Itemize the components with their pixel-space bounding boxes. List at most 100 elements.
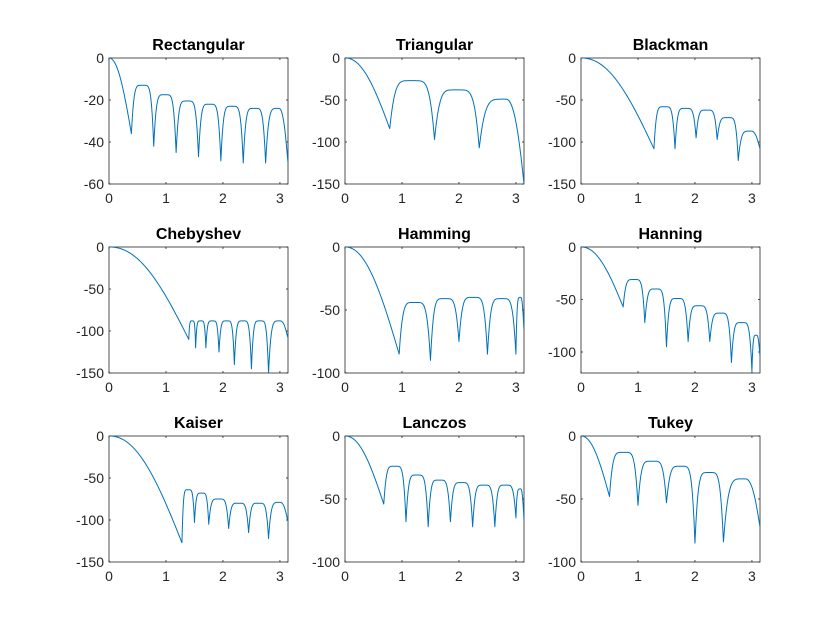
series-line-kaiser	[109, 436, 288, 544]
axes-box-blackman	[580, 57, 761, 185]
x-tick-label: 2	[219, 568, 227, 584]
x-tick-label: 0	[577, 190, 585, 206]
y-tick-label: 0	[96, 50, 104, 66]
x-tick-label: 1	[162, 190, 170, 206]
chart-title-blackman: Blackman	[633, 37, 709, 54]
y-tick-label: -100	[548, 344, 576, 360]
chart-title-rectangular: Rectangular	[152, 37, 244, 54]
y-tick-label: -100	[548, 554, 576, 570]
y-tick-label: -50	[556, 92, 576, 108]
y-tick-label: -60	[84, 176, 104, 192]
x-tick-label: 3	[512, 379, 520, 395]
chart-title-tukey: Tukey	[648, 415, 693, 432]
x-tick-label: 0	[105, 568, 113, 584]
series-line-lanczos	[345, 436, 524, 528]
x-tick-label: 1	[634, 568, 642, 584]
y-tick-label: -100	[548, 134, 576, 150]
x-tick-label: 0	[341, 190, 349, 206]
y-tick-label: -50	[320, 491, 340, 507]
x-tick-label: 0	[105, 190, 113, 206]
y-tick-label: -50	[320, 302, 340, 318]
x-tick-label: 0	[577, 568, 585, 584]
chart-title-hamming: Hamming	[398, 226, 471, 243]
axes-box-kaiser	[108, 435, 289, 563]
subplot-tukey: Tukey 0 1 2 3 0 -50 -100	[548, 415, 761, 584]
x-tick-label: 0	[577, 379, 585, 395]
y-tick-label: -100	[312, 365, 340, 381]
subplot-chebyshev: Chebyshev 0 1 2 3 0 -50 -100 -150	[76, 226, 289, 395]
x-tick-label: 2	[455, 190, 463, 206]
x-tick-label: 3	[512, 190, 520, 206]
subplot-kaiser: Kaiser 0 1 2 3 0 -50 -100 -150	[76, 415, 289, 584]
y-tick-label: 0	[332, 239, 340, 255]
x-tick-label: 3	[748, 568, 756, 584]
x-tick-label: 0	[105, 379, 113, 395]
y-tick-label: -150	[76, 554, 104, 570]
chart-title-chebyshev: Chebyshev	[156, 226, 241, 243]
y-tick-label: 0	[568, 239, 576, 255]
y-tick-label: -50	[556, 292, 576, 308]
subplot-hanning: Hanning 0 1 2 3 0 -50 -100	[548, 226, 761, 395]
y-tick-label: -100	[312, 554, 340, 570]
subplot-triangular: Triangular 0 1 2 3 0 -50 -100 -150	[312, 37, 525, 206]
x-tick-label: 1	[634, 379, 642, 395]
series-line-blackman	[581, 58, 760, 161]
series-line-triangular	[345, 58, 524, 184]
chart-title-triangular: Triangular	[396, 37, 473, 54]
axes-box-hanning	[580, 246, 761, 374]
x-tick-label: 1	[398, 379, 406, 395]
series-line-rectangular	[109, 58, 288, 164]
y-tick-label: -50	[320, 92, 340, 108]
x-tick-label: 3	[276, 190, 284, 206]
x-tick-label: 2	[455, 568, 463, 584]
x-tick-label: 3	[748, 190, 756, 206]
x-tick-label: 1	[398, 568, 406, 584]
x-tick-label: 2	[455, 379, 463, 395]
x-tick-label: 0	[341, 568, 349, 584]
subplot-blackman: Blackman 0 1 2 3 0 -50 -100 -150	[548, 37, 761, 206]
y-tick-label: 0	[96, 428, 104, 444]
axes-box-tukey	[580, 435, 761, 563]
y-tick-label: -150	[312, 176, 340, 192]
y-tick-label: -50	[84, 470, 104, 486]
y-tick-label: 0	[568, 428, 576, 444]
y-tick-label: -100	[76, 323, 104, 339]
x-tick-label: 3	[512, 568, 520, 584]
subplot-grid: Rectangular 0 1 2 3 0 -20 -40 -60 Triangular 0 1 2 3 0…	[76, 37, 761, 584]
x-tick-label: 3	[276, 379, 284, 395]
subplot-lanczos: Lanczos 0 1 2 3 0 -50 -100	[312, 415, 525, 584]
chart-title-kaiser: Kaiser	[174, 415, 223, 432]
series-line-tukey	[581, 436, 760, 544]
series-line-hanning	[581, 247, 760, 372]
y-tick-label: 0	[96, 239, 104, 255]
x-tick-label: 2	[219, 190, 227, 206]
chart-title-lanczos: Lanczos	[402, 415, 466, 432]
x-tick-label: 2	[691, 190, 699, 206]
x-tick-label: 1	[634, 190, 642, 206]
axes-box-chebyshev	[108, 246, 289, 374]
x-tick-label: 1	[162, 379, 170, 395]
x-tick-label: 1	[398, 190, 406, 206]
axes-box-lanczos	[344, 435, 525, 563]
x-tick-label: 2	[219, 379, 227, 395]
y-tick-label: -50	[84, 281, 104, 297]
y-tick-label: -40	[84, 134, 104, 150]
x-tick-label: 1	[162, 568, 170, 584]
series-line-hamming	[345, 247, 524, 361]
x-tick-label: 0	[341, 379, 349, 395]
y-tick-label: 0	[332, 428, 340, 444]
x-tick-label: 2	[691, 379, 699, 395]
y-tick-label: 0	[568, 50, 576, 66]
axes-box-triangular	[344, 57, 525, 185]
y-tick-label: -50	[556, 491, 576, 507]
x-tick-label: 2	[691, 568, 699, 584]
x-tick-label: 3	[748, 379, 756, 395]
y-tick-label: 0	[332, 50, 340, 66]
y-tick-label: -20	[84, 92, 104, 108]
subplot-hamming: Hamming 0 1 2 3 0 -50 -100	[312, 226, 525, 395]
x-tick-label: 3	[276, 568, 284, 584]
chart-title-hanning: Hanning	[639, 226, 703, 243]
y-tick-label: -150	[548, 176, 576, 192]
y-tick-label: -100	[312, 134, 340, 150]
